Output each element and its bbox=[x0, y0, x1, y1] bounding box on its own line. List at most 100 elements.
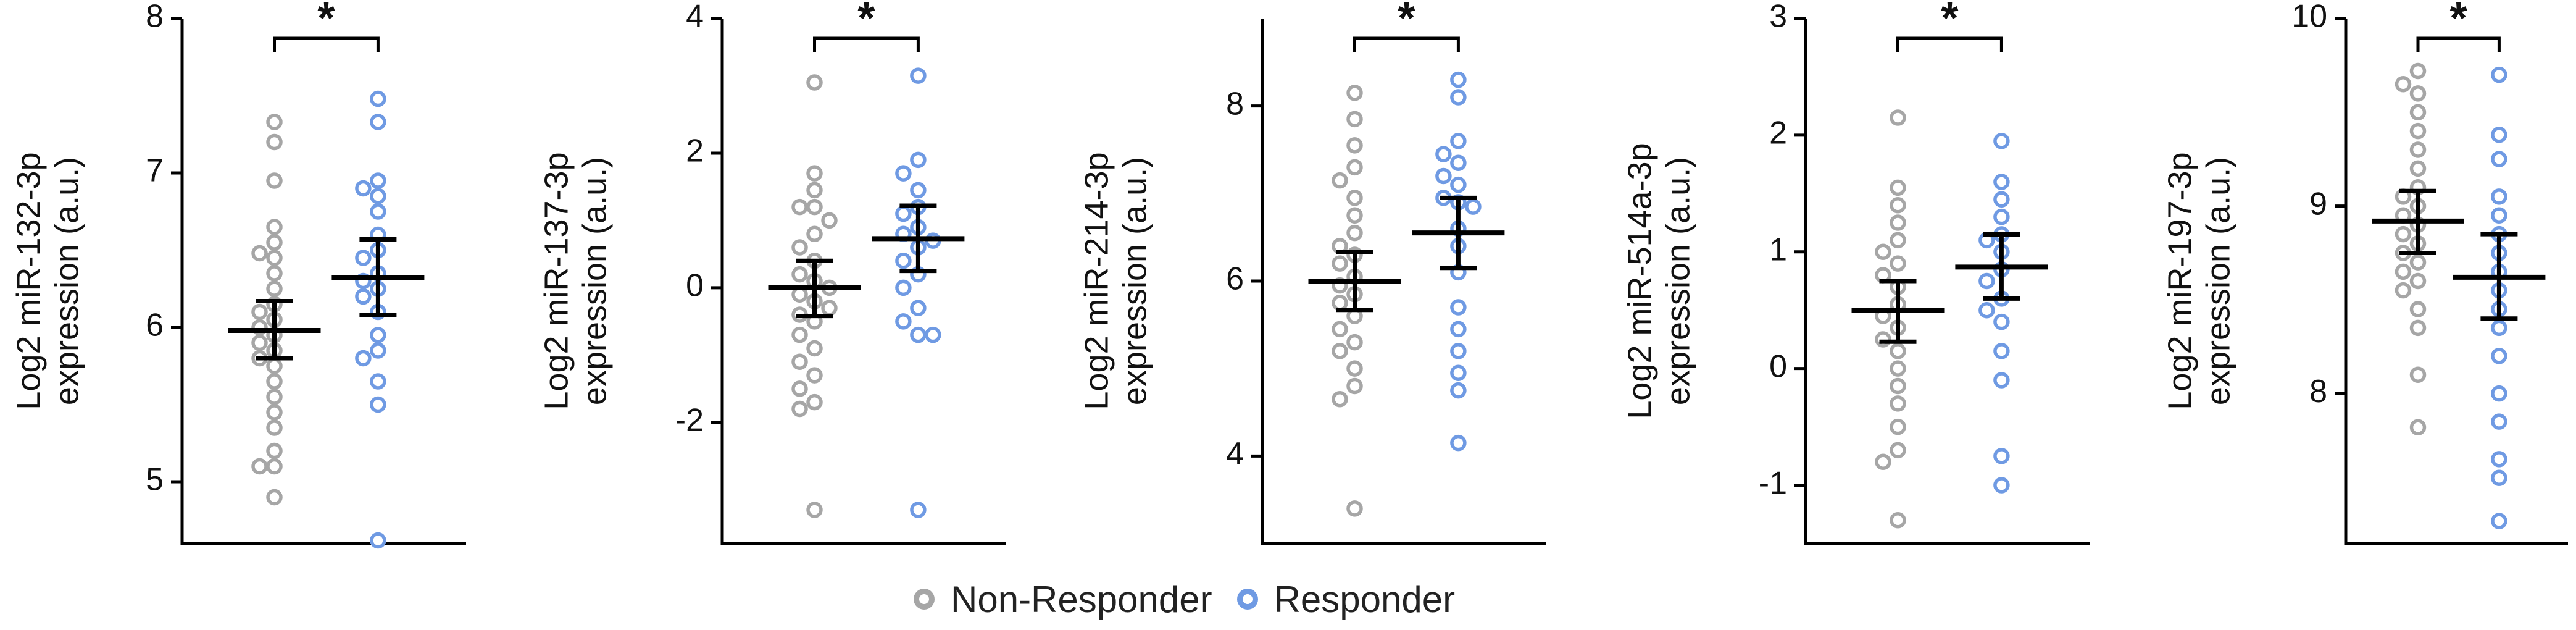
responder-point bbox=[2491, 451, 2507, 468]
significance-bracket bbox=[1353, 36, 1460, 52]
responder-point bbox=[370, 396, 386, 413]
y-tick-label: 2 bbox=[686, 133, 704, 169]
responder-point bbox=[370, 114, 386, 130]
non-responder-point bbox=[1890, 511, 1906, 529]
panel-3: Log2 miR-214-3p expression (a.u.) 4 6 8 * bbox=[1078, 0, 1546, 545]
responder-point bbox=[895, 253, 912, 269]
non-responder-point bbox=[266, 250, 283, 266]
responder-marker-icon bbox=[1236, 589, 1258, 610]
non-responder-point bbox=[2395, 76, 2412, 93]
significance-marker: * bbox=[1941, 0, 1958, 43]
non-responder-point bbox=[1346, 190, 1363, 206]
non-responder-point bbox=[1332, 391, 1348, 408]
responder-point bbox=[370, 532, 386, 549]
non-responder-point bbox=[1890, 109, 1906, 126]
y-axis-label: Log2 miR-197-3p bbox=[2161, 152, 2198, 410]
y-axis-label: expression (a.u.) bbox=[576, 157, 613, 405]
non-responder-point bbox=[1346, 360, 1363, 377]
non-responder-point bbox=[806, 225, 823, 242]
y-axis-label: expression (a.u.) bbox=[1116, 157, 1153, 405]
y-tick-label: -2 bbox=[675, 403, 704, 439]
non-responder-point bbox=[791, 353, 808, 371]
non-responder-point bbox=[791, 266, 808, 283]
y-tick-label: 9 bbox=[2309, 186, 2327, 222]
y-tick-label: 0 bbox=[1769, 348, 1787, 384]
panel-2: Log2 miR-137-3p expression (a.u.) -2 0 2 4 * bbox=[538, 0, 1006, 545]
panel-4: Log2 miR-514a-3p expression (a.u.) -1 0 1 2 3 * bbox=[1621, 0, 2090, 545]
responder-point bbox=[910, 151, 927, 169]
responder-point bbox=[355, 288, 372, 305]
responder-point bbox=[370, 327, 386, 343]
y-tick-label: 8 bbox=[146, 0, 164, 35]
responder-point bbox=[2491, 188, 2507, 205]
significance-marker: * bbox=[2450, 0, 2467, 43]
non-responder-point bbox=[1890, 395, 1906, 412]
non-responder-point bbox=[251, 245, 268, 262]
y-tick-label: 4 bbox=[686, 0, 704, 35]
non-responder-point bbox=[2409, 160, 2427, 177]
non-responder-point bbox=[266, 219, 283, 235]
responder-point bbox=[2491, 413, 2507, 430]
non-responder-point bbox=[266, 419, 283, 436]
non-responder-point bbox=[1346, 377, 1363, 395]
non-responder-point bbox=[791, 326, 808, 343]
non-responder-point bbox=[266, 172, 283, 189]
responder-point bbox=[1450, 321, 1467, 338]
non-responder-point bbox=[1890, 196, 1906, 214]
non-responder-point bbox=[266, 234, 283, 251]
non-responder-point bbox=[1332, 295, 1348, 311]
non-responder-point bbox=[266, 265, 283, 282]
non-responder-point bbox=[1332, 321, 1348, 338]
responder-point bbox=[1993, 343, 2010, 359]
non-responder-marker-icon bbox=[914, 589, 935, 610]
y-tick-label: 6 bbox=[146, 308, 164, 343]
non-responder-point bbox=[1890, 377, 1906, 395]
responder-point bbox=[1993, 448, 2010, 464]
responder-point bbox=[1993, 313, 2010, 330]
non-responder-point bbox=[821, 212, 838, 229]
significance-marker: * bbox=[857, 0, 875, 43]
significance-marker: * bbox=[1398, 0, 1415, 43]
non-responder-point bbox=[2395, 282, 2412, 299]
responder-point bbox=[370, 373, 386, 390]
non-responder-point bbox=[266, 489, 283, 506]
non-responder-point bbox=[266, 388, 283, 405]
responder-point bbox=[1435, 146, 1452, 162]
non-responder-point bbox=[2409, 254, 2427, 271]
significance-marker: * bbox=[317, 0, 335, 43]
responder-point bbox=[1978, 272, 1995, 290]
non-responder-point bbox=[2409, 272, 2427, 290]
y-tick-label: 6 bbox=[1226, 261, 1244, 297]
legend: Non-Responder Responder bbox=[914, 578, 1480, 621]
non-responder-point bbox=[806, 198, 823, 216]
non-responder-point bbox=[2409, 62, 2427, 80]
responder-point bbox=[1993, 477, 2010, 494]
non-responder-point bbox=[2409, 104, 2427, 121]
y-axis-label: expression (a.u.) bbox=[2199, 157, 2236, 405]
legend-label-non-responder: Non-Responder bbox=[951, 578, 1212, 620]
non-responder-point bbox=[2409, 419, 2427, 436]
non-responder-point bbox=[1890, 232, 1906, 249]
non-responder-point bbox=[2395, 225, 2412, 243]
non-responder-point bbox=[806, 182, 823, 199]
non-responder-point bbox=[1346, 207, 1363, 224]
non-responder-point bbox=[251, 303, 268, 321]
non-responder-point bbox=[1346, 159, 1363, 176]
non-responder-point bbox=[266, 404, 283, 421]
responder-point bbox=[1450, 382, 1467, 399]
y-axis-label: expression (a.u.) bbox=[1659, 157, 1696, 405]
significance-bracket bbox=[813, 36, 920, 52]
non-responder-point bbox=[791, 239, 808, 256]
responder-point bbox=[1450, 364, 1467, 381]
non-responder-point bbox=[1890, 214, 1906, 231]
responder-point bbox=[2491, 66, 2507, 83]
non-responder-point bbox=[806, 340, 823, 357]
non-responder-point bbox=[266, 133, 283, 151]
responder-point bbox=[1993, 372, 2010, 388]
non-responder-point bbox=[791, 400, 808, 418]
responder-point bbox=[910, 300, 927, 316]
responder-point bbox=[355, 350, 372, 367]
non-responder-point bbox=[1890, 442, 1906, 459]
responder-point bbox=[2491, 319, 2507, 337]
non-responder-point bbox=[2409, 301, 2427, 317]
